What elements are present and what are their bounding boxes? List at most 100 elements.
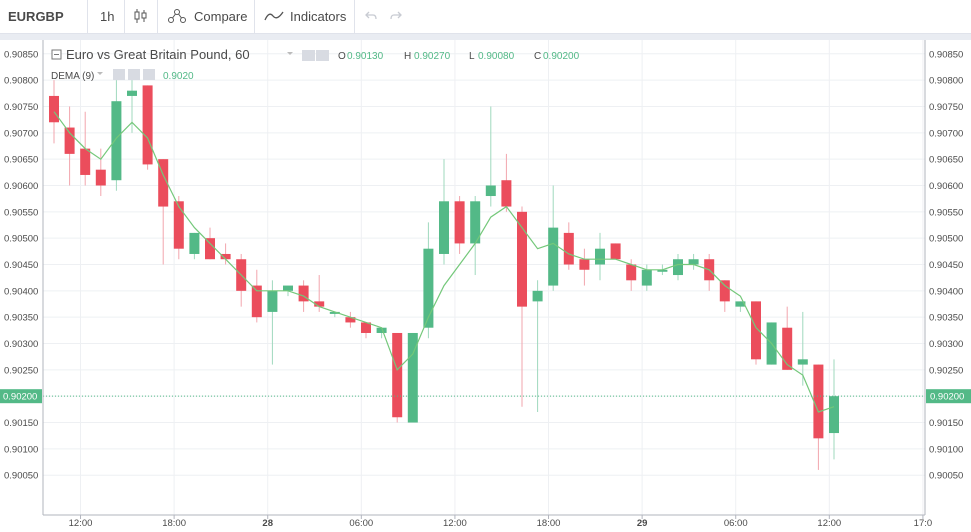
candle-body	[392, 332, 403, 418]
time-tick-label: 18:00	[537, 518, 561, 529]
price-tick-label: 0.90400	[4, 286, 38, 297]
time-tick-label: 29	[637, 518, 648, 529]
price-tick-label: 0.90500	[4, 234, 38, 245]
series-menu-chevron-icon[interactable]	[287, 52, 293, 55]
open-label: O	[338, 51, 346, 62]
price-tick-label: 0.90800	[4, 76, 38, 87]
candle-body	[189, 232, 200, 254]
candle-body	[673, 259, 683, 276]
candle-body	[361, 322, 371, 333]
candle-body	[173, 201, 184, 249]
candle-body	[345, 317, 356, 323]
candle-body	[205, 238, 215, 260]
indicators-button[interactable]: Indicators	[290, 9, 347, 24]
indicators-icon[interactable]	[264, 9, 284, 28]
indicator-settings-icon[interactable]	[128, 69, 140, 80]
candle-body	[626, 264, 637, 281]
price-tick-label: 0.90550	[4, 207, 38, 218]
time-tick-label: 06:00	[724, 518, 748, 529]
candle-body	[579, 259, 590, 270]
candle-body	[142, 85, 153, 165]
candle-body	[49, 95, 59, 123]
toolbar-divider	[157, 0, 158, 33]
series-visibility-icon[interactable]	[302, 50, 315, 61]
candle-body	[158, 159, 169, 207]
series-title: Euro vs Great Britain Pound, 60	[66, 47, 250, 62]
price-tick-label: 0.90250	[929, 365, 963, 376]
redo-icon[interactable]	[389, 9, 403, 28]
candle-body	[95, 169, 106, 186]
time-tick-label: 12:00	[817, 518, 841, 529]
candle-body	[407, 332, 418, 423]
symbol-search[interactable]: EURGBP	[8, 9, 64, 24]
price-tick-label: 0.90650	[4, 155, 38, 166]
toolbar-divider	[124, 0, 125, 33]
price-tick-label: 0.90750	[4, 102, 38, 113]
candle-body	[751, 301, 761, 360]
time-tick-label: 12:00	[69, 518, 93, 529]
candles-icon[interactable]	[133, 8, 149, 29]
price-tick-label: 0.90800	[929, 76, 963, 87]
price-tick-label: 0.90500	[929, 234, 963, 245]
candle-body	[797, 359, 808, 365]
grid	[43, 40, 925, 515]
candle-body	[517, 211, 527, 307]
close-value: 0.90200	[543, 51, 580, 62]
price-tick-label: 0.90850	[4, 49, 38, 60]
price-tag-right-text: 0.90200	[930, 392, 964, 403]
candle-body	[314, 301, 325, 307]
candle-body	[485, 185, 496, 197]
high-value: 0.90270	[414, 51, 451, 62]
price-tick-label: 0.90400	[929, 286, 963, 297]
candle-body	[641, 269, 652, 286]
price-tag-left-text: 0.90200	[3, 392, 37, 403]
price-tick-label: 0.90850	[929, 49, 963, 60]
candle-body	[829, 396, 839, 434]
indicator-value: 0.9020	[163, 71, 194, 82]
indicator-visibility-icon[interactable]	[113, 69, 125, 80]
candle-body	[423, 248, 434, 328]
top-toolbar: EURGBP 1h Compare Indicators	[0, 0, 971, 34]
time-tick-label: 12:00	[443, 518, 467, 529]
candle-body	[813, 364, 824, 439]
indicator-name: DEMA (9)	[51, 71, 94, 82]
toolbar-shadow	[0, 34, 971, 40]
undo-icon[interactable]	[364, 9, 378, 28]
price-tick-label: 0.90100	[4, 444, 38, 455]
price-tick-label: 0.90600	[929, 181, 963, 192]
candle-body	[735, 301, 746, 307]
price-tick-label: 0.90750	[929, 102, 963, 113]
candle-body	[719, 280, 730, 302]
indicator-menu-chevron-icon[interactable]	[97, 72, 103, 75]
price-tick-label: 0.90700	[4, 128, 38, 139]
price-tick-label: 0.90300	[929, 339, 963, 350]
price-chart[interactable]: 0.90850 0.90800 0.90750 0.90700 0.90650 0.906…	[0, 34, 971, 532]
candle-body	[220, 253, 231, 260]
toolbar-divider	[87, 0, 88, 33]
compare-button[interactable]: Compare	[194, 9, 248, 24]
interval-button[interactable]: 1h	[100, 9, 115, 24]
candle-body	[80, 148, 91, 175]
price-tick-label: 0.90050	[929, 471, 963, 482]
candle-body	[501, 180, 512, 207]
price-tick-label: 0.90350	[929, 313, 963, 324]
series-settings-icon[interactable]	[316, 50, 329, 61]
low-value: 0.90080	[478, 51, 515, 62]
candle-body	[251, 285, 262, 318]
candle-body	[329, 311, 340, 314]
indicator-remove-icon[interactable]	[143, 69, 155, 80]
price-tick-label: 0.90700	[929, 128, 963, 139]
compare-icon[interactable]	[167, 8, 187, 29]
candle-body	[111, 101, 122, 181]
price-tick-label: 0.90350	[4, 313, 38, 324]
low-label: L	[469, 51, 475, 62]
price-tick-label: 0.90050	[4, 471, 38, 482]
candle-body	[470, 201, 481, 244]
price-tick-label: 0.90650	[929, 155, 963, 166]
time-tick-label: 28	[262, 518, 273, 529]
price-tick-label: 0.90100	[929, 444, 963, 455]
candle-body	[688, 259, 699, 265]
price-tick-label: 0.90450	[4, 260, 38, 271]
candle-body	[283, 285, 293, 291]
price-tag-left	[0, 389, 42, 404]
